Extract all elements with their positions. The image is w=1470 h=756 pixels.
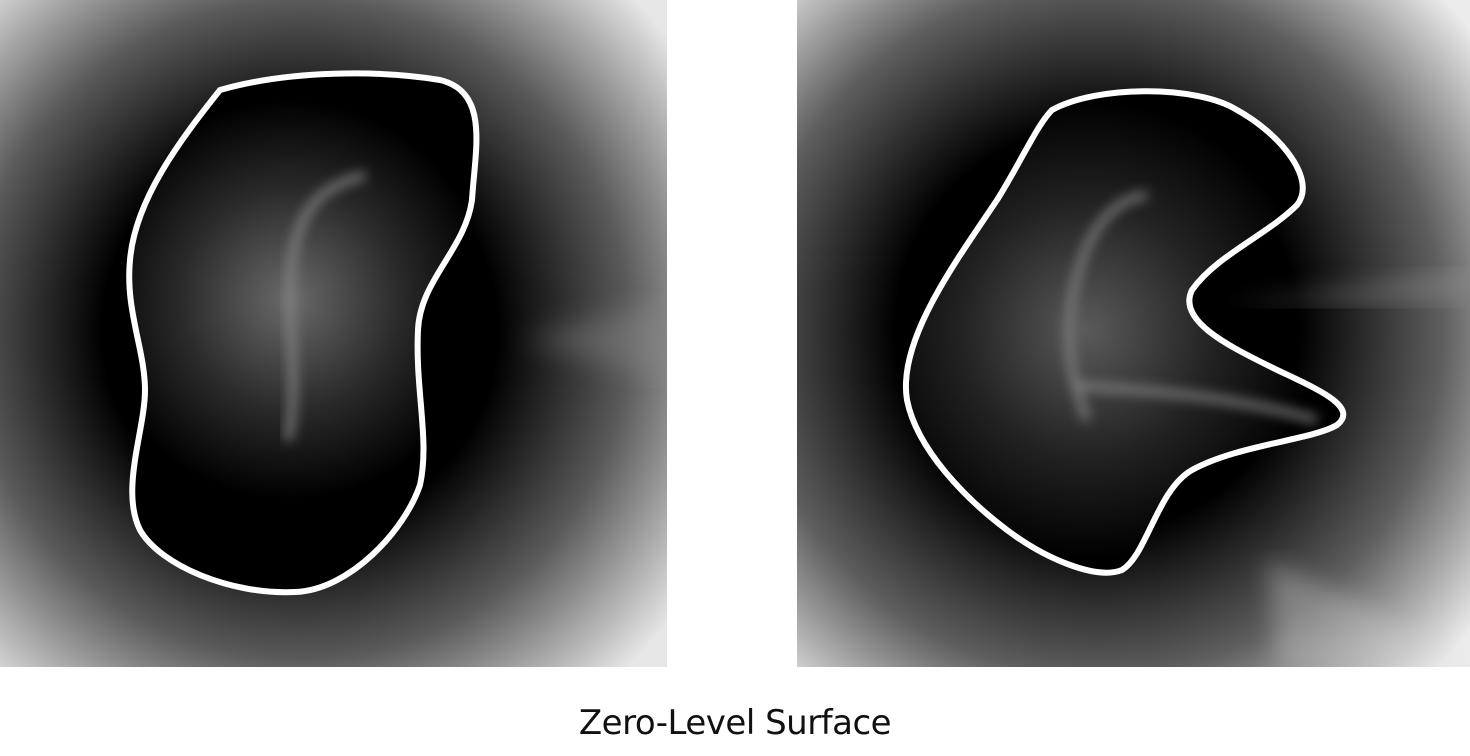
right-sdf-panel: [797, 0, 1470, 667]
figure-caption: Zero-Level Surface: [578, 703, 892, 743]
left-sdf-panel: [0, 0, 667, 667]
left-skeleton-ridge: [284, 171, 366, 441]
left-shape-interior: [129, 73, 477, 593]
right-skeleton-ridge: [1065, 191, 1318, 424]
left-sdf-image: [0, 0, 667, 667]
left-zero-level-contour: [126, 70, 480, 596]
right-sdf-image: [797, 0, 1470, 667]
right-zero-level-contour: [902, 88, 1347, 576]
